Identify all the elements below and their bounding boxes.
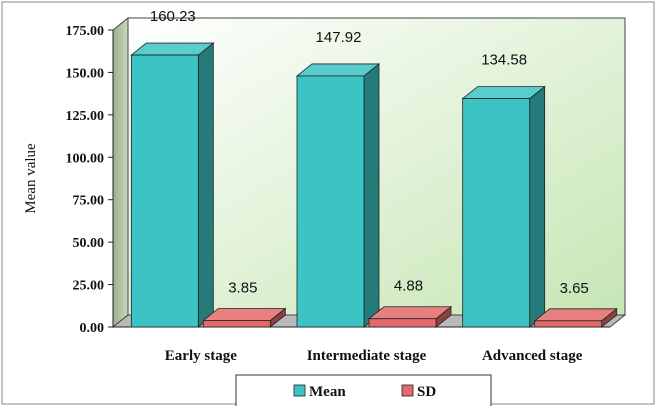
bar-mean-2 — [461, 85, 546, 328]
bar-front-face — [296, 75, 365, 328]
x-tick-label: Advanced stage — [482, 348, 583, 364]
y-tick-label: 125.00 — [66, 109, 105, 124]
bar-mean-0 — [130, 42, 215, 328]
bar-side-face — [363, 63, 380, 328]
bar-top-face — [367, 306, 453, 320]
bar-front-face — [462, 98, 531, 328]
y-tick-label: 75.00 — [73, 194, 105, 209]
bar-front-face — [534, 320, 603, 328]
bar-top-face — [130, 42, 215, 56]
bar-mean-1 — [295, 63, 381, 328]
bar-sd-1 — [367, 305, 453, 328]
bar-top-face — [202, 308, 287, 321]
legend-box — [235, 374, 492, 406]
bar-side-face — [529, 85, 546, 328]
legend-label-sd: SD — [417, 384, 436, 400]
bar-front-face — [130, 54, 199, 328]
bar-top-face — [533, 308, 618, 322]
data-label-sd-0: 3.85 — [228, 279, 257, 296]
legend-swatch-mean — [293, 384, 306, 397]
bar-front-face — [202, 320, 271, 328]
side-wall — [112, 16, 129, 329]
bar-front-face — [368, 318, 437, 328]
data-label-mean-1: 147.92 — [316, 29, 362, 46]
legend-swatch-sd — [401, 384, 414, 397]
y-axis-title: Mean value — [23, 143, 39, 214]
data-label-mean-2: 134.58 — [481, 52, 527, 69]
bar-side-face — [197, 42, 214, 328]
data-label-sd-2: 3.65 — [560, 280, 589, 297]
y-tick-label: 0.00 — [80, 321, 105, 336]
y-tick-label: 25.00 — [73, 279, 105, 294]
x-tick-label: Intermediate stage — [307, 348, 427, 364]
legend-label-mean: Mean — [309, 384, 346, 400]
data-label-sd-1: 4.88 — [394, 278, 423, 295]
bar-top-face — [461, 86, 546, 99]
x-tick-label: Early stage — [165, 348, 237, 364]
bar-top-face — [295, 63, 381, 77]
bar-sd-0 — [202, 307, 287, 328]
y-tick-label: 50.00 — [73, 236, 105, 251]
y-tick-label: 175.00 — [66, 24, 105, 39]
y-tick-label: 100.00 — [66, 151, 105, 166]
data-label-mean-0: 160.23 — [150, 8, 196, 25]
y-tick-label: 150.00 — [66, 66, 105, 81]
bar-sd-2 — [533, 307, 618, 328]
